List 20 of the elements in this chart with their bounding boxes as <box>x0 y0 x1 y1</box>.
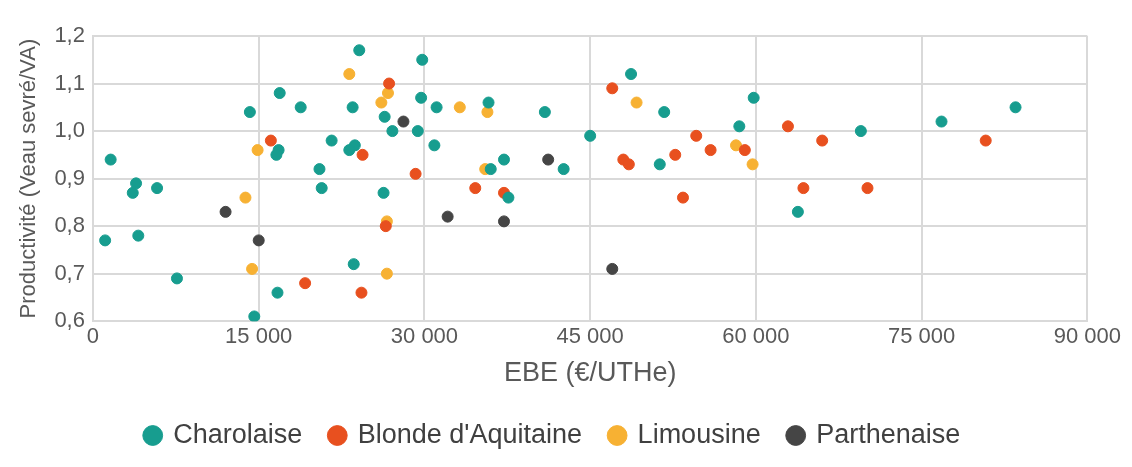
y-tick-label: 1,0 <box>54 117 85 143</box>
legend-label: Blonde d'Aquitaine <box>357 418 583 449</box>
legend-label: Parthenaise <box>816 418 961 449</box>
y-tick-label: 0,7 <box>54 259 85 285</box>
x-tick-label: 60 000 <box>722 323 790 349</box>
x-tick-label: 15 000 <box>225 323 293 349</box>
y-tick-label: 0,9 <box>54 164 85 190</box>
y-tick-label: 1,1 <box>54 69 85 95</box>
x-tick-label: 90 000 <box>1053 323 1121 349</box>
x-axis-title: EBE (€/UTHe) <box>503 357 677 388</box>
x-tick-label: 45 000 <box>556 323 624 349</box>
y-axis-title: Productivité (Veau sevré/VA) <box>15 38 41 319</box>
y-tick-label: 1,2 <box>54 22 85 48</box>
x-tick-label: 30 000 <box>390 323 459 349</box>
y-tick-label: 0,8 <box>54 212 85 238</box>
x-tick-label: 0 <box>86 323 100 349</box>
x-tick-label: 75 000 <box>887 323 956 349</box>
legend-label: Limousine <box>637 418 761 449</box>
legend-label: Charolaise <box>173 418 303 449</box>
y-tick-label: 0,6 <box>54 307 85 333</box>
